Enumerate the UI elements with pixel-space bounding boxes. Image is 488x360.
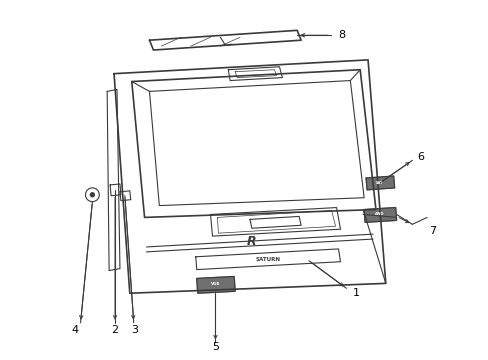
Text: 7: 7: [428, 226, 435, 236]
Text: VUE: VUE: [210, 282, 220, 286]
Circle shape: [90, 193, 94, 197]
Text: 8: 8: [338, 30, 345, 40]
Text: 1: 1: [352, 288, 360, 298]
Text: 2: 2: [111, 325, 119, 335]
Polygon shape: [366, 176, 394, 190]
Text: 4: 4: [71, 325, 78, 335]
Polygon shape: [364, 208, 396, 222]
Text: R: R: [246, 235, 256, 248]
Text: SATURN: SATURN: [255, 257, 280, 262]
Text: AWD: AWD: [374, 212, 384, 216]
Text: 6: 6: [416, 152, 424, 162]
Polygon shape: [196, 276, 235, 293]
Text: 5: 5: [211, 342, 219, 352]
Text: SAT: SAT: [375, 181, 383, 185]
Text: 3: 3: [131, 325, 138, 335]
